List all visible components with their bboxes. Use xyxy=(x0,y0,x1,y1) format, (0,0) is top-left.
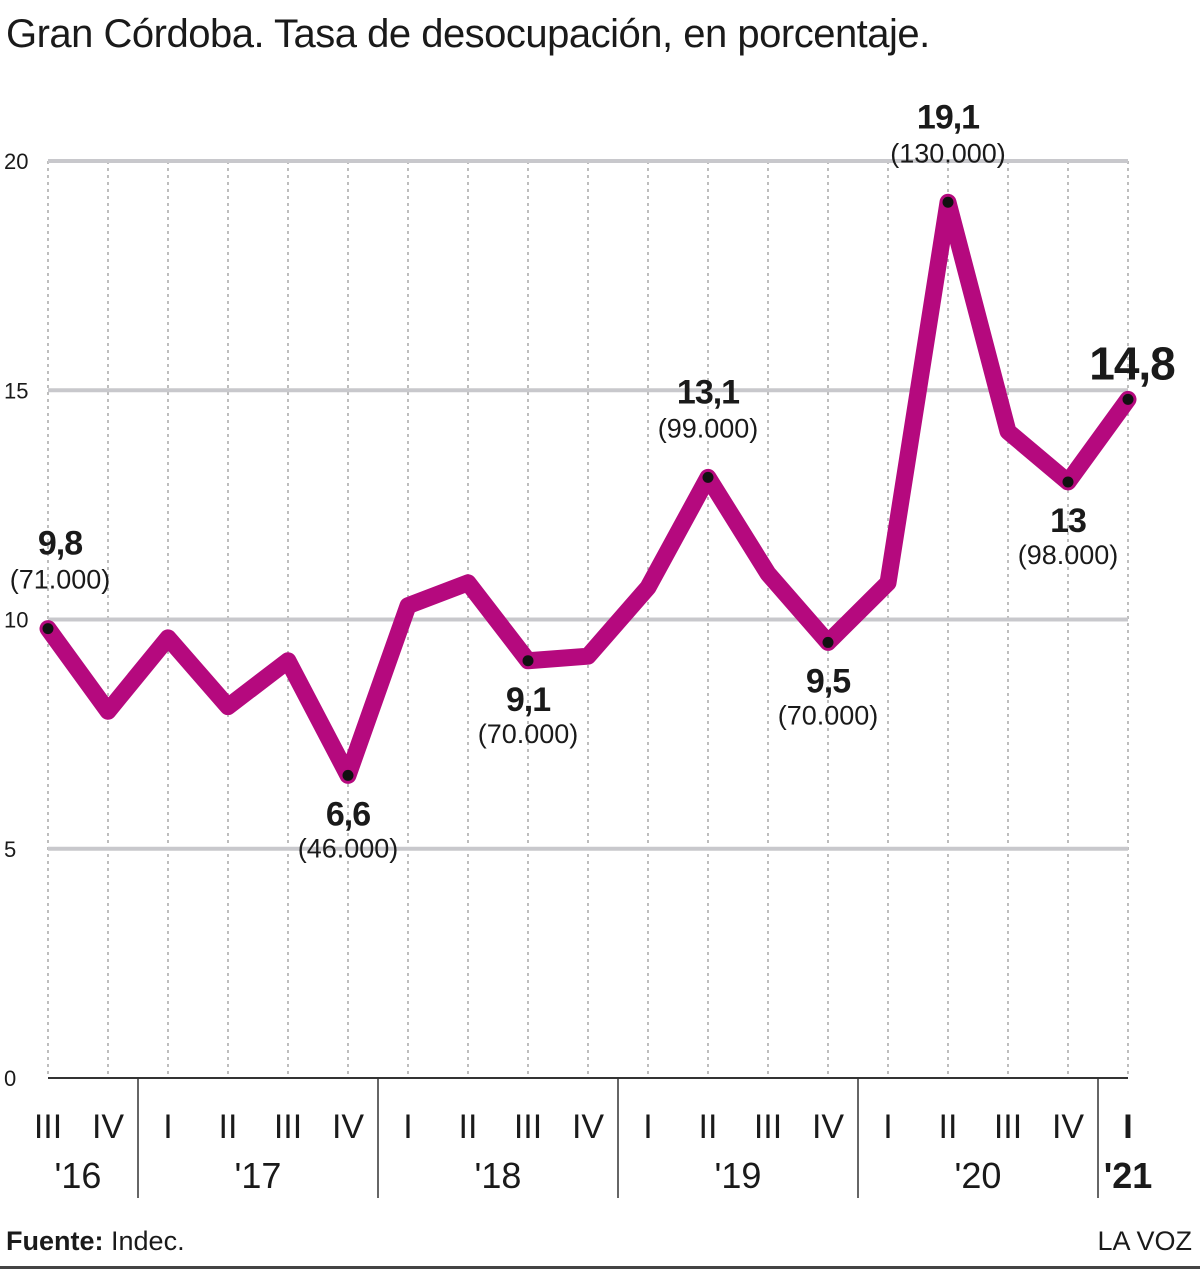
x-tick-label: II xyxy=(699,1108,718,1146)
x-tick-label: IV xyxy=(812,1108,844,1146)
x-tick-label: III xyxy=(994,1108,1022,1146)
x-tick-label: IV xyxy=(92,1108,124,1146)
data-label-value: 9,8 xyxy=(38,525,82,563)
data-label-value: 14,8 xyxy=(1089,337,1175,389)
bottom-rule xyxy=(0,1266,1200,1269)
data-point xyxy=(942,196,954,208)
source-label: Fuente: xyxy=(6,1226,104,1256)
year-label: '21 xyxy=(1104,1155,1153,1196)
x-tick-label: IV xyxy=(332,1108,364,1146)
chart-title: Gran Córdoba. Tasa de desocupación, en p… xyxy=(6,12,930,56)
data-label-value: 9,1 xyxy=(506,681,550,719)
data-label-detail: (99.000) xyxy=(658,413,759,443)
data-label-detail: (71.000) xyxy=(10,565,111,595)
year-label: '18 xyxy=(475,1155,522,1196)
data-point xyxy=(1122,393,1134,405)
data-label-detail: (70.000) xyxy=(478,719,579,749)
x-tick-label: II xyxy=(459,1108,478,1146)
data-point xyxy=(702,471,714,483)
y-tick-label: 5 xyxy=(4,837,16,862)
label-layer: 9,8(71.000)6,6(46.000)9,1(70.000)13,1(99… xyxy=(10,98,1176,863)
year-label: '20 xyxy=(955,1155,1002,1196)
data-point xyxy=(822,636,834,648)
x-tick-label: III xyxy=(514,1108,542,1146)
x-tick-label: I xyxy=(1123,1108,1132,1146)
x-tick-label: III xyxy=(34,1108,62,1146)
data-label-value: 9,5 xyxy=(806,662,850,700)
year-label: '16 xyxy=(55,1155,102,1196)
x-tick-label: II xyxy=(219,1108,238,1146)
data-point xyxy=(1062,476,1074,488)
data-point xyxy=(342,769,354,781)
data-label-value: 13 xyxy=(1050,502,1086,540)
data-point xyxy=(522,655,534,667)
x-tick-label: I xyxy=(643,1108,652,1146)
grid-layer xyxy=(47,159,1129,1078)
data-label-value: 13,1 xyxy=(677,373,739,411)
x-tick-label: I xyxy=(883,1108,892,1146)
data-label-value: 6,6 xyxy=(326,795,370,833)
year-label: '19 xyxy=(715,1155,762,1196)
y-tick-label: 20 xyxy=(4,149,28,174)
x-tick-label: II xyxy=(939,1108,958,1146)
x-tick-label: III xyxy=(754,1108,782,1146)
x-tick-label: III xyxy=(274,1108,302,1146)
data-label-detail: (98.000) xyxy=(1018,540,1119,570)
data-point xyxy=(42,623,54,635)
y-tick-label: 0 xyxy=(4,1066,16,1091)
data-label-detail: (70.000) xyxy=(778,700,879,730)
year-label: '17 xyxy=(235,1155,282,1196)
x-tick-label: I xyxy=(163,1108,172,1146)
x-tick-label: IV xyxy=(1052,1108,1084,1146)
y-tick-label: 15 xyxy=(4,378,28,403)
data-label-detail: (130.000) xyxy=(890,138,1006,168)
data-label-detail: (46.000) xyxy=(298,833,399,863)
x-tick-label: I xyxy=(403,1108,412,1146)
source-value: Indec. xyxy=(111,1226,185,1256)
brand-label: LA VOZ xyxy=(1097,1226,1192,1256)
data-label-value: 19,1 xyxy=(917,98,979,136)
series-layer xyxy=(39,193,1137,784)
y-tick-label: 10 xyxy=(4,608,28,633)
source-note: Fuente: Indec. xyxy=(6,1226,185,1257)
x-tick-label: IV xyxy=(572,1108,604,1146)
